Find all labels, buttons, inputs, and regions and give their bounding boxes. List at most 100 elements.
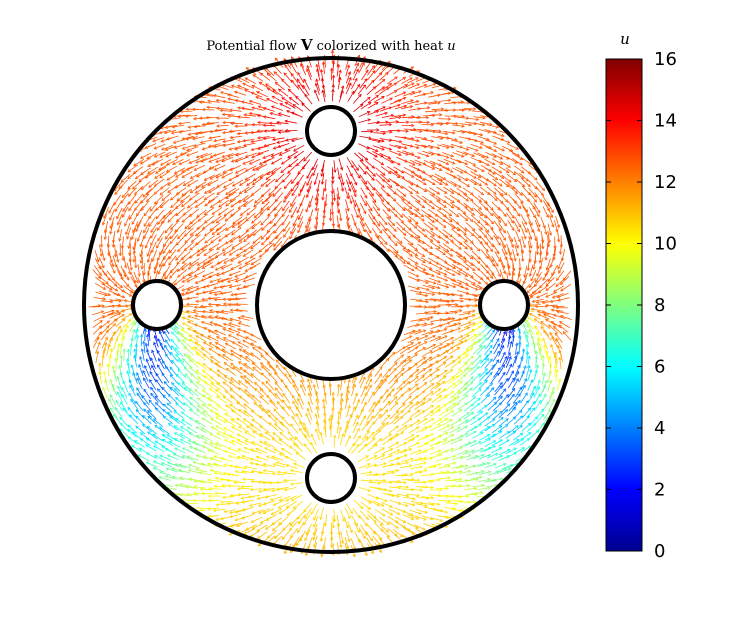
flow-arrow — [421, 263, 433, 270]
flow-arrow-head — [221, 112, 226, 117]
flow-arrow-head — [489, 339, 494, 343]
flow-arrow-head — [207, 182, 211, 186]
flow-arrow — [514, 364, 520, 377]
flow-arrow — [174, 321, 185, 330]
flow-arrow — [305, 413, 312, 425]
flow-arrow — [456, 226, 467, 236]
flow-arrow-head — [222, 337, 227, 341]
flow-arrow-head — [207, 260, 211, 264]
flow-arrow — [375, 192, 384, 202]
flow-arrow — [401, 213, 412, 222]
flow-arrow — [203, 380, 214, 389]
flow-arrow-head — [194, 341, 199, 345]
flow-arrow-head — [187, 226, 192, 230]
flow-arrow — [396, 359, 407, 369]
flow-arrow-head — [121, 386, 125, 391]
flow-arrow — [408, 383, 419, 392]
title-part-3: colorized with heat — [313, 39, 448, 54]
flow-arrow — [280, 164, 291, 173]
flow-arrow-head — [227, 154, 231, 158]
flow-arrow-head — [244, 154, 249, 158]
flow-arrow-head — [328, 382, 333, 387]
flow-arrow-head — [242, 253, 247, 257]
flow-arrow-head — [443, 214, 447, 218]
flow-arrow — [100, 300, 113, 303]
flow-arrow-head — [518, 224, 522, 228]
flow-arrow-head — [330, 49, 335, 54]
flow-arrow-head — [437, 272, 441, 276]
flow-arrow-head — [470, 198, 474, 202]
flow-arrow — [229, 146, 241, 150]
flow-arrow — [444, 283, 456, 288]
flow-arrow — [243, 403, 254, 412]
flow-arrow — [471, 321, 483, 328]
flow-arrow — [431, 263, 443, 270]
flow-arrow-head — [213, 167, 218, 171]
flow-arrow-head — [252, 366, 256, 371]
flow-arrow — [422, 241, 433, 249]
flow-arrow-head — [432, 334, 437, 339]
flow-arrow — [169, 205, 179, 215]
flow-arrow — [274, 392, 283, 403]
flow-arrow-head — [496, 337, 500, 342]
flow-arrow-head — [549, 299, 554, 304]
flow-arrow — [409, 341, 421, 349]
flow-arrow-head — [215, 416, 220, 420]
flow-arrow — [358, 62, 365, 74]
flow-arrow — [430, 241, 441, 249]
flow-arrow — [210, 261, 222, 269]
flow-arrow-head — [489, 350, 493, 354]
flow-arrow-head — [313, 181, 317, 186]
flow-arrow — [401, 417, 413, 426]
flow-arrow-head — [504, 192, 508, 196]
flow-arrow — [297, 398, 304, 410]
flow-arrow — [542, 222, 547, 235]
flow-arrow — [197, 397, 208, 406]
flow-arrow — [417, 318, 430, 322]
flow-arrow-head — [421, 410, 426, 414]
flow-arrow — [190, 185, 201, 193]
flow-arrow-head — [192, 309, 197, 313]
flow-arrow-head — [502, 330, 507, 335]
flow-arrow — [163, 249, 171, 261]
flow-arrow — [431, 136, 444, 139]
flow-arrow-head — [394, 361, 398, 366]
flow-arrow-head — [450, 410, 455, 414]
flow-arrow-head — [250, 139, 254, 144]
flow-arrow — [486, 186, 497, 195]
flow-arrow — [147, 410, 157, 420]
flow-arrow-head — [416, 100, 420, 104]
flow-arrow-head — [421, 375, 425, 379]
flow-arrow — [215, 264, 227, 271]
flow-arrow-head — [186, 279, 190, 283]
flow-arrow — [424, 83, 436, 88]
flow-arrow-head — [258, 81, 263, 85]
flow-arrow — [222, 113, 235, 116]
flow-arrow — [414, 375, 425, 384]
flow-arrow — [520, 392, 528, 404]
flow-arrow-head — [209, 321, 213, 325]
flow-arrow — [222, 381, 233, 390]
flow-arrow-head — [220, 279, 224, 283]
flow-arrow-head — [305, 194, 310, 199]
flow-arrow — [213, 138, 226, 142]
flow-arrow — [120, 401, 128, 413]
flow-arrow-head — [149, 379, 153, 383]
flow-arrow-head — [359, 103, 364, 108]
flow-arrow — [137, 264, 140, 277]
flow-arrow-head — [130, 398, 134, 403]
flow-arrow-head — [120, 401, 124, 405]
flow-arrow — [215, 346, 227, 354]
flow-arrow — [117, 220, 122, 233]
flow-arrow — [143, 408, 153, 418]
flow-arrow-head — [127, 245, 131, 250]
flow-arrow-head — [409, 190, 413, 195]
flow-arrow — [395, 403, 406, 412]
flow-arrow — [515, 386, 523, 398]
flow-arrow — [166, 135, 179, 140]
flow-arrow-head — [243, 369, 247, 373]
flow-arrow — [231, 409, 242, 418]
flow-arrow-head — [103, 347, 107, 352]
flow-arrow-head — [456, 402, 460, 406]
flow-arrow-head — [185, 107, 189, 111]
